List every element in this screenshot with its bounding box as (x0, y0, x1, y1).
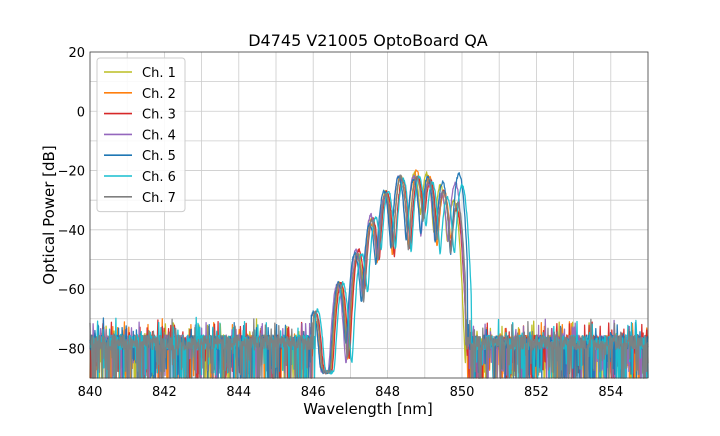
y-tick-label: −20 (58, 165, 85, 180)
series-lines (89, 169, 649, 379)
y-tick-label: −40 (58, 224, 85, 239)
legend-label-2: Ch. 2 (142, 87, 176, 102)
legend-box (96, 57, 186, 213)
legend: Ch. 1 Ch. 2 Ch. 3 Ch. 4 Ch. 5 Ch. 6 Ch. 7 (96, 57, 186, 213)
y-axis-label: Optical Power [dB] (40, 145, 58, 284)
legend-label-1: Ch. 1 (142, 66, 176, 81)
y-tick-label: −80 (58, 342, 85, 357)
legend-label-3: Ch. 3 (142, 108, 176, 123)
legend-label-4: Ch. 4 (142, 128, 176, 143)
series-line-7 (89, 174, 649, 379)
y-tick-label: −60 (58, 283, 85, 298)
x-tick-label: 854 (598, 385, 623, 400)
x-tick-labels: 840 842 844 846 848 850 852 854 (78, 385, 624, 400)
legend-label-5: Ch. 5 (142, 149, 176, 164)
x-tick-label: 844 (226, 385, 251, 400)
chart-title: D4745 V21005 OptoBoard QA (248, 31, 488, 50)
plot-frame (89, 51, 649, 379)
y-tick-label: 0 (77, 105, 85, 120)
x-tick-label: 852 (524, 385, 549, 400)
x-tick-label: 850 (450, 385, 475, 400)
y-tick-label: 20 (68, 46, 85, 61)
x-tick-label: 848 (375, 385, 400, 400)
legend-label-6: Ch. 6 (142, 170, 176, 185)
y-tick-labels: 20 0 −20 −40 −60 −80 (58, 46, 85, 357)
x-tick-label: 842 (152, 385, 177, 400)
x-tick-label: 840 (78, 385, 103, 400)
x-axis-label: Wavelength [nm] (303, 400, 433, 418)
series-line-6 (89, 175, 649, 379)
legend-label-7: Ch. 7 (142, 191, 176, 206)
x-tick-label: 846 (301, 385, 326, 400)
